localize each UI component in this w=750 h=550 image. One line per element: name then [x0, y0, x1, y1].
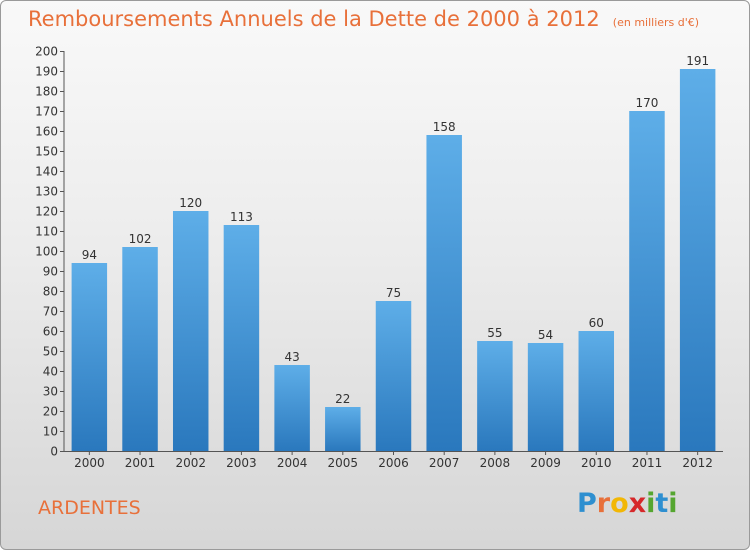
bar-value-label: 22	[335, 392, 350, 406]
y-tick-label: 190	[35, 65, 58, 79]
bar	[274, 365, 310, 451]
y-tick-label: 170	[35, 105, 58, 119]
x-tick-label: 2009	[530, 456, 561, 470]
y-tick-label: 40	[43, 365, 58, 379]
y-tick-label: 160	[35, 125, 58, 139]
bar-value-label: 158	[433, 120, 456, 134]
x-tick-label: 2006	[378, 456, 409, 470]
bar-labels: 94 102 120 113 43 22 75 158 55 54 60 170 191	[82, 54, 709, 406]
bar	[679, 69, 716, 451]
x-axis: 2000 2001 2002 2003 2004 2005 2006 2007 2008 2009…	[64, 451, 723, 470]
x-tick-label: 2004	[277, 456, 308, 470]
x-tick-label: 2011	[632, 456, 663, 470]
y-tick-label: 0	[50, 445, 58, 459]
bar	[375, 301, 412, 451]
y-tick-label: 20	[43, 405, 58, 419]
x-tick-label: 2012	[682, 456, 713, 470]
bar-value-label: 102	[129, 232, 152, 246]
logo-letter: i	[646, 488, 656, 519]
y-tick-label: 30	[43, 385, 58, 399]
bar	[172, 211, 209, 451]
y-tick-label: 110	[35, 225, 58, 239]
logo-letter: i	[668, 488, 678, 519]
y-tick-label: 80	[43, 285, 58, 299]
x-tick-label: 2001	[125, 456, 156, 470]
bar-value-label: 75	[386, 286, 401, 300]
bar-value-label: 191	[686, 54, 709, 68]
y-tick-label: 90	[43, 265, 58, 279]
y-tick-label: 60	[43, 325, 58, 339]
bar	[477, 341, 513, 451]
y-tick-label: 10	[43, 425, 58, 439]
x-tick-label: 2003	[226, 456, 257, 470]
y-tick-label: 130	[35, 185, 58, 199]
bar	[325, 407, 361, 451]
y-tick-label: 180	[35, 85, 58, 99]
bar-value-label: 120	[179, 196, 202, 210]
x-tick-label: 2000	[74, 456, 105, 470]
logo-letter: t	[655, 488, 669, 519]
title-row: Remboursements Annuels de la Dette de 20…	[28, 7, 699, 31]
bar	[629, 111, 665, 451]
logo-letter: r	[596, 488, 611, 519]
y-tick-label: 70	[43, 305, 58, 319]
y-axis: 0 10 20 30 40 50 60 70 80 90 100 110 120 130 140 150 160…	[35, 45, 65, 459]
bar	[527, 343, 564, 451]
bars	[71, 69, 716, 451]
bar-value-label: 113	[230, 210, 253, 224]
bar-value-label: 60	[589, 316, 604, 330]
y-tick-label: 200	[35, 45, 58, 59]
chart-subtitle: (en milliers d'€)	[612, 16, 700, 29]
logo-letter: o	[610, 488, 629, 519]
x-tick-label: 2008	[480, 456, 511, 470]
y-tick-label: 140	[35, 165, 58, 179]
logo-letter: x	[628, 488, 647, 519]
chart-title: Remboursements Annuels de la Dette de 20…	[28, 7, 600, 31]
y-tick-label: 100	[35, 245, 58, 259]
bar	[426, 135, 462, 451]
bar	[223, 225, 260, 451]
commune-name: ARDENTES	[38, 497, 141, 519]
bar-value-label: 54	[538, 328, 553, 342]
proxiti-logo[interactable]: Proxiti	[577, 488, 678, 519]
bar	[122, 247, 158, 451]
logo-letter: P	[577, 488, 597, 519]
bar	[71, 263, 108, 451]
bar-value-label: 43	[284, 350, 299, 364]
y-tick-label: 150	[35, 145, 58, 159]
bar-value-label: 170	[636, 96, 659, 110]
bar-value-label: 94	[82, 248, 97, 262]
bar-value-label: 55	[487, 326, 502, 340]
y-tick-label: 120	[35, 205, 58, 219]
x-tick-label: 2007	[429, 456, 460, 470]
y-tick-label: 50	[43, 345, 58, 359]
x-tick-label: 2005	[328, 456, 359, 470]
x-tick-label: 2002	[175, 456, 206, 470]
bar	[578, 331, 615, 451]
x-tick-label: 2010	[581, 456, 612, 470]
